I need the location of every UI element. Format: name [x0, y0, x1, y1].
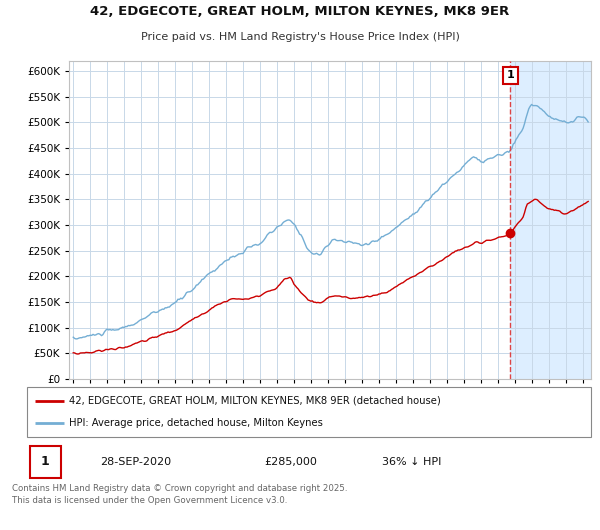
FancyBboxPatch shape [27, 387, 591, 437]
Text: 1: 1 [506, 70, 514, 81]
Bar [511, 61, 600, 379]
Text: £285,000: £285,000 [264, 457, 317, 466]
Text: 1: 1 [41, 455, 49, 468]
FancyBboxPatch shape [30, 446, 61, 478]
Text: Contains HM Land Registry data © Crown copyright and database right 2025.
This d: Contains HM Land Registry data © Crown c… [12, 484, 347, 506]
Text: 28-SEP-2020: 28-SEP-2020 [100, 457, 172, 466]
Text: Price paid vs. HM Land Registry's House Price Index (HPI): Price paid vs. HM Land Registry's House … [140, 32, 460, 42]
Text: 42, EDGECOTE, GREAT HOLM, MILTON KEYNES, MK8 9ER (detached house): 42, EDGECOTE, GREAT HOLM, MILTON KEYNES,… [70, 396, 441, 406]
Text: 42, EDGECOTE, GREAT HOLM, MILTON KEYNES, MK8 9ER: 42, EDGECOTE, GREAT HOLM, MILTON KEYNES,… [91, 5, 509, 19]
Text: HPI: Average price, detached house, Milton Keynes: HPI: Average price, detached house, Milt… [70, 418, 323, 428]
Text: 36% ↓ HPI: 36% ↓ HPI [382, 457, 442, 466]
